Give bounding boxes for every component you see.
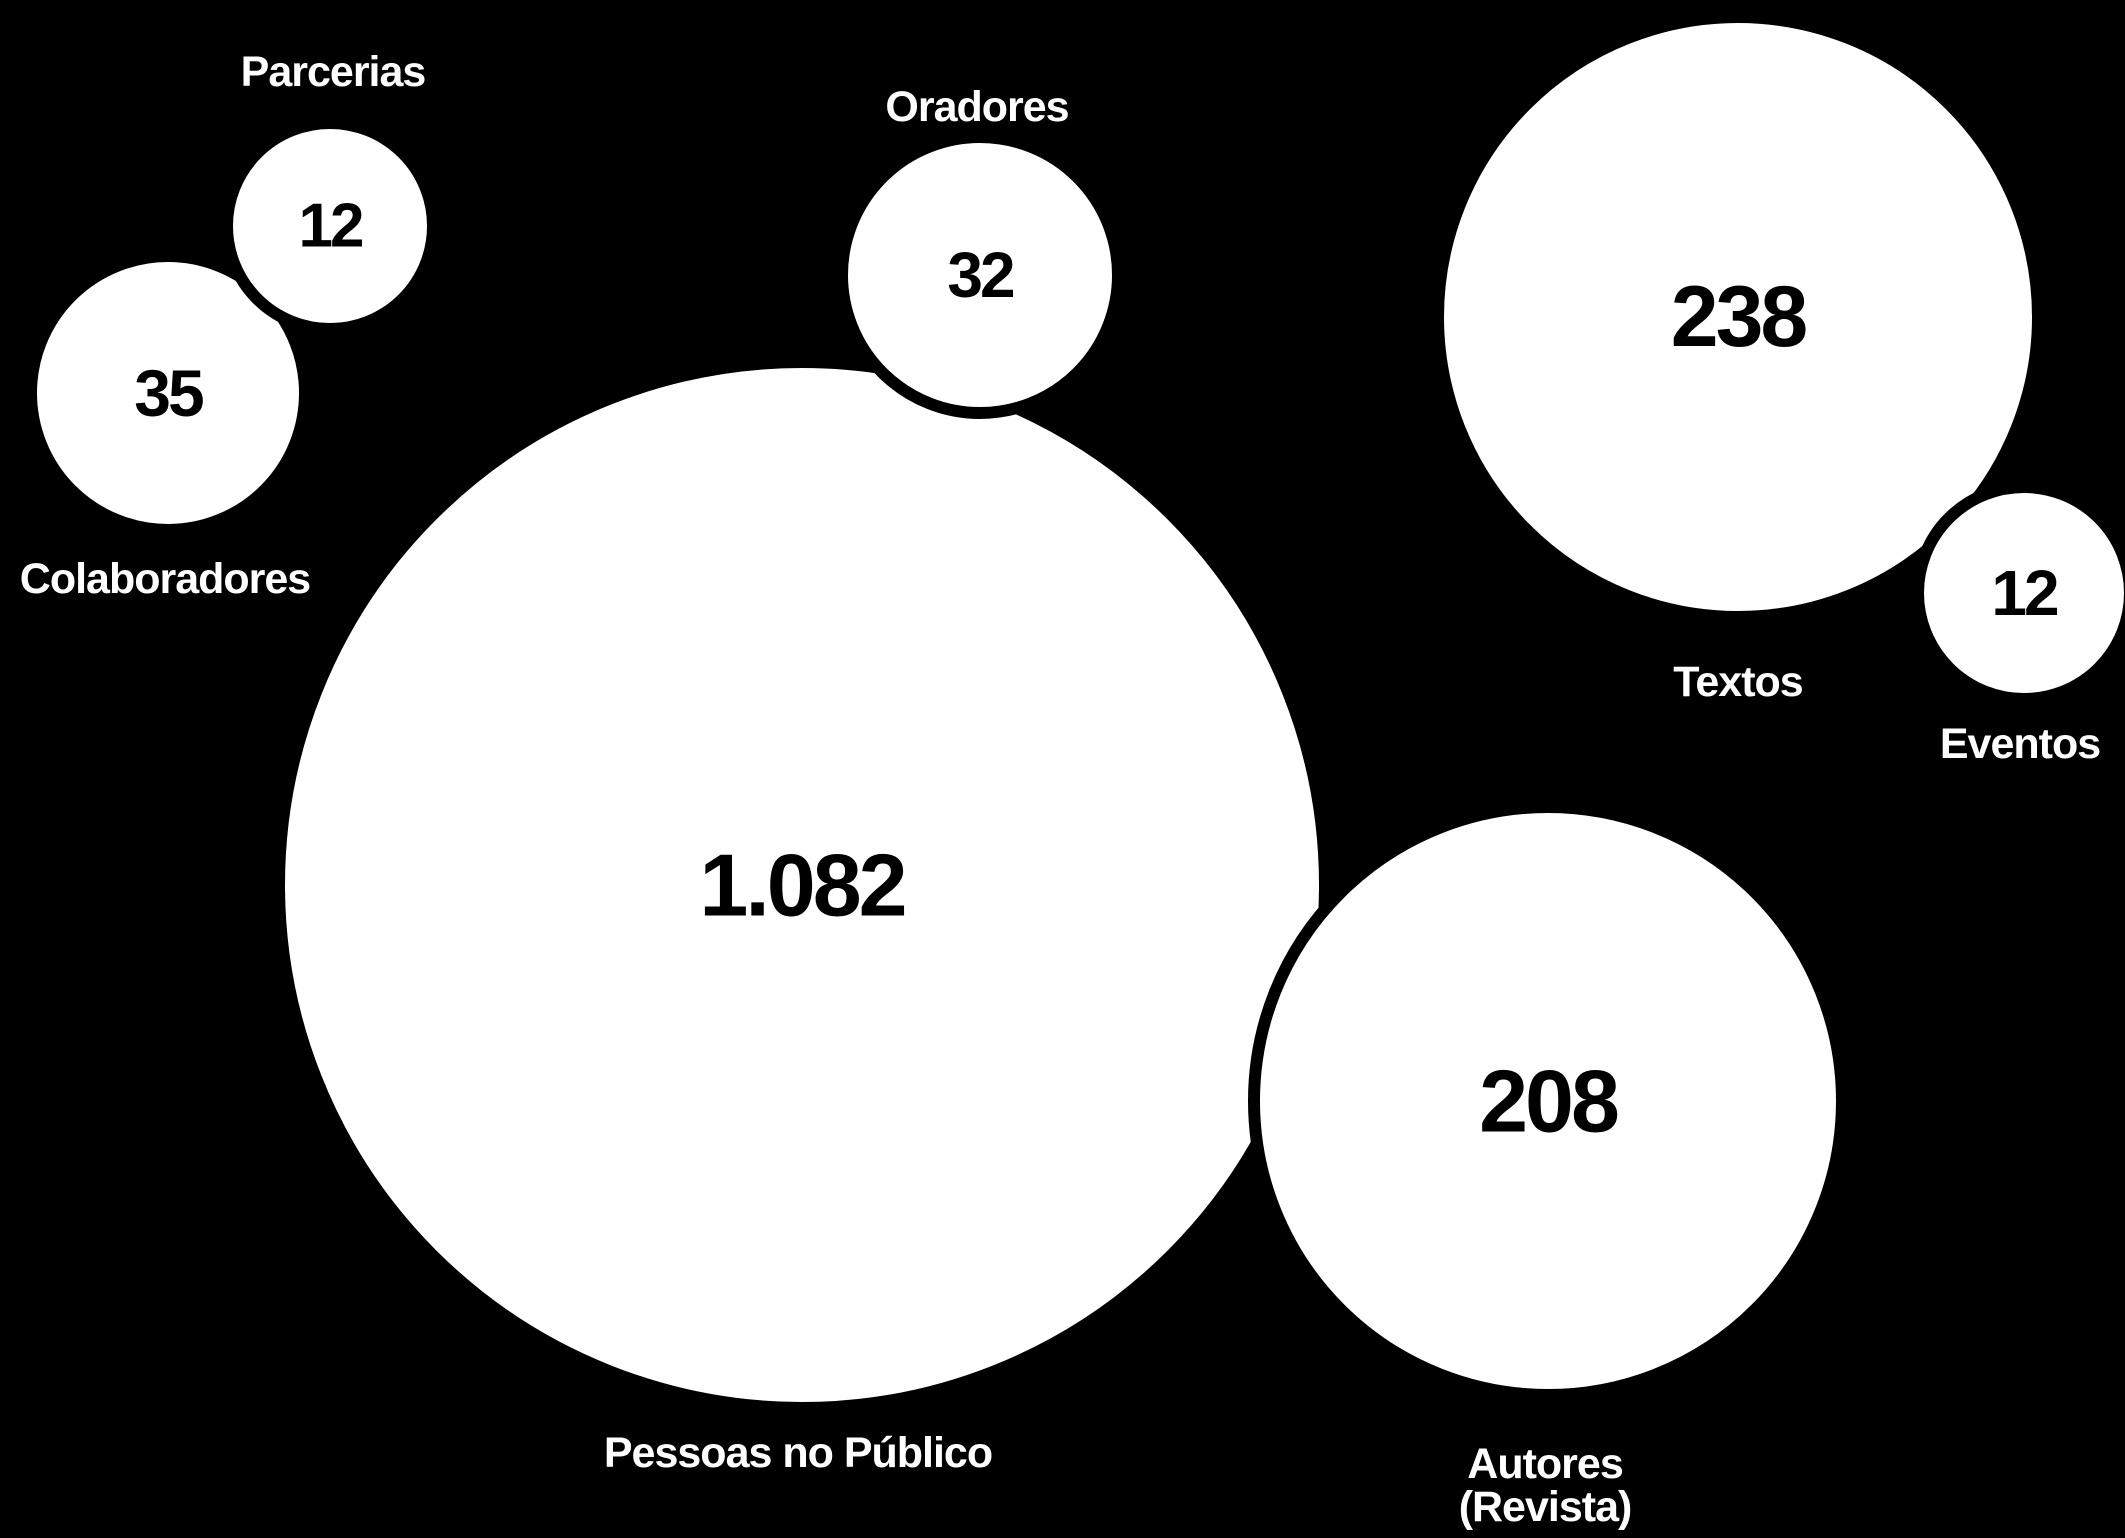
value-label-parcerias: 12 — [299, 192, 362, 261]
bubble-pessoas-no-p-blico — [273, 356, 1331, 1414]
category-label-autores-revista: Autores (Revista) — [1459, 1440, 1632, 1531]
bubble-colaboradores — [25, 250, 311, 536]
category-label-oradores: Oradores — [885, 83, 1068, 131]
category-label-pessoas-no-p-blico: Pessoas no Público — [604, 1429, 992, 1477]
value-label-eventos: 12 — [1991, 557, 2058, 629]
bubble-eventos — [1912, 481, 2125, 705]
bubble-autores-revista — [1248, 801, 1848, 1401]
category-label-textos: Textos — [1673, 658, 1802, 706]
bubble-group — [25, 11, 2125, 1414]
bubble-textos — [1432, 11, 2044, 623]
value-label-textos: 238 — [1671, 269, 1807, 365]
value-label-pessoas-no-p-blico: 1.082 — [699, 836, 904, 935]
bubble-parcerias — [221, 117, 439, 335]
value-label-group: 12 35 32 1.082 238 12 208 — [134, 192, 2061, 1151]
value-label-oradores: 32 — [947, 239, 1014, 311]
category-label-eventos: Eventos — [1940, 720, 2100, 768]
value-label-colaboradores: 35 — [134, 356, 203, 430]
category-label-group: Parcerias Colaboradores Oradores Pessoas no… — [20, 48, 2101, 1531]
bubble-oradores — [836, 131, 1124, 419]
category-label-parcerias: Parcerias — [241, 48, 426, 96]
value-label-autores-revista: 208 — [1479, 1052, 1618, 1151]
category-label-colaboradores: Colaboradores — [20, 555, 311, 603]
